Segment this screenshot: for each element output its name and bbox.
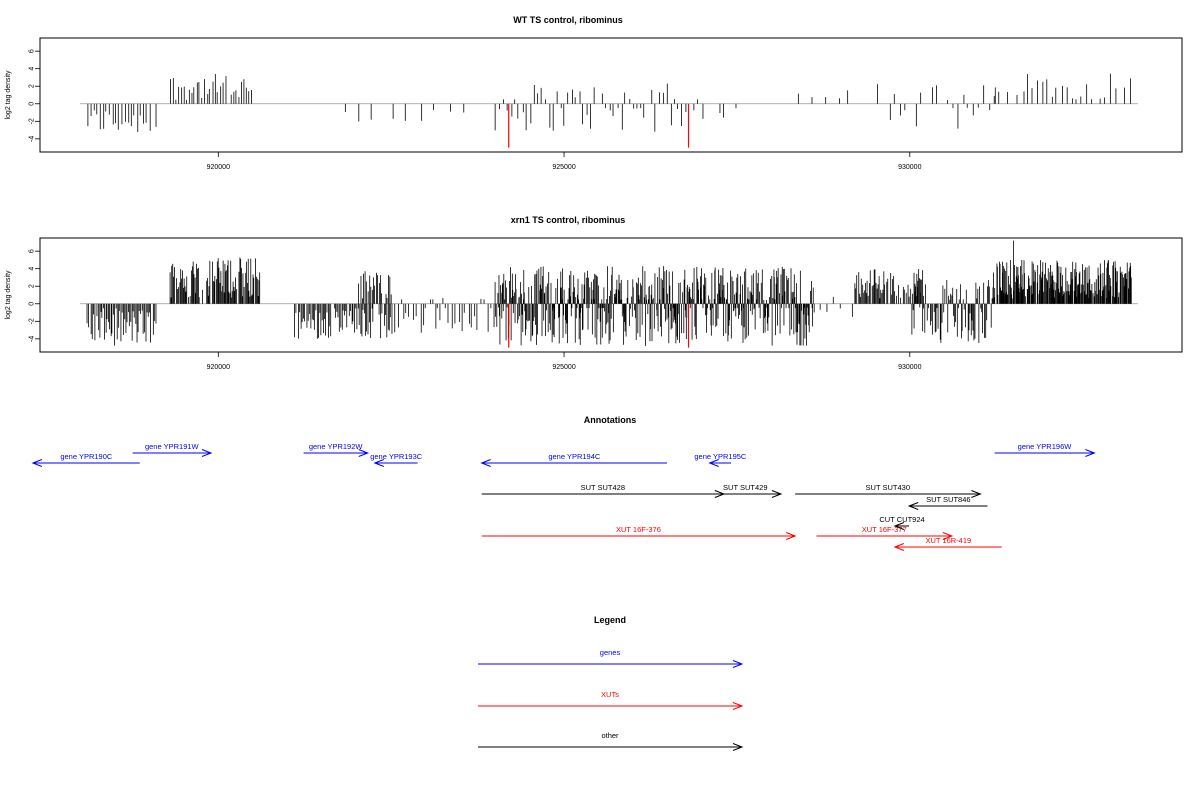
- wt-density-panel: WT TS control, ribominus -4 -2 0 2 4 6 920000…: [5, 15, 1183, 171]
- legend-label: XUTs: [601, 690, 619, 699]
- xrn1-y-tick-label: 2: [29, 284, 36, 288]
- annotation-label: gene YPR193C: [370, 452, 423, 461]
- annotation-arrow-arrowhead: [708, 459, 719, 467]
- annotation-arrow-arrowhead: [893, 543, 905, 551]
- wt-plot-frame: [39, 37, 1183, 153]
- annotation-gene-ypr191w: gene YPR191W: [132, 442, 213, 457]
- annotation-label: XUT 16F-377: [862, 525, 907, 534]
- annotation-arrow-arrowhead: [893, 522, 905, 530]
- wt-x-tick-label: 930000: [898, 164, 921, 171]
- xrn1-y-tick-label: -2: [29, 318, 36, 324]
- annotation-label: XUT 16F-376: [616, 525, 661, 534]
- annotation-label: XUT 16R-419: [925, 536, 971, 545]
- annotation-label: SUT SUT846: [926, 495, 970, 504]
- annotation-arrow-arrowhead: [31, 459, 43, 467]
- xrn1-y-tick-label: 4: [29, 267, 36, 271]
- annotation-arrow-arrowhead: [201, 449, 213, 457]
- annotation-label: SUT SUT429: [723, 483, 767, 492]
- annotation-label: gene YPR195C: [694, 452, 747, 461]
- xrn1-x-tick-label: 925000: [552, 364, 575, 371]
- legend-entry-genes: genes: [478, 648, 744, 668]
- annotation-sut-sut429: SUT SUT429: [709, 483, 783, 498]
- annotation-features: gene YPR190C gene YPR191W gene YPR192W gene…: [31, 442, 1096, 551]
- annotation-label: gene YPR194C: [548, 452, 601, 461]
- annotation-arrow-arrowhead: [785, 532, 797, 540]
- xrn1-y-axis: -4 -2 0 2 4 6: [29, 249, 41, 342]
- wt-x-tick-label: 925000: [552, 164, 575, 171]
- wt-bars: [80, 73, 1138, 148]
- legend-arrow-arrowhead: [732, 743, 744, 751]
- annotation-gene-ypr192w: gene YPR192W: [303, 442, 370, 457]
- wt-x-axis: 920000 925000 930000: [207, 151, 922, 171]
- annotation-sut-sut430: SUT SUT430: [795, 483, 982, 498]
- wt-y-axis-label: log2 tag density: [5, 70, 12, 120]
- annotation-arrow-arrowhead: [907, 502, 919, 510]
- xrn1-x-tick-label: 930000: [898, 364, 921, 371]
- wt-y-axis: -4 -2 0 2 4 6: [29, 49, 41, 142]
- legend-title: Legend: [594, 615, 626, 625]
- annotation-arrow-arrowhead: [358, 449, 370, 457]
- annotation-gene-ypr194c: gene YPR194C: [480, 452, 667, 467]
- legend-entry-other: other: [478, 731, 744, 751]
- annotation-label: gene YPR192W: [309, 442, 364, 451]
- annotation-arrow-arrowhead: [480, 459, 491, 467]
- legend: Legend genes XUTs other: [478, 615, 744, 751]
- xrn1-x-axis: 920000 925000 930000: [207, 351, 922, 371]
- wt-y-tick-label: -4: [29, 136, 36, 142]
- xrn1-bars: [80, 240, 1138, 348]
- annotation-arrow-arrowhead: [942, 532, 954, 540]
- wt-panel-title: WT TS control, ribominus: [513, 15, 623, 25]
- xrn1-y-tick-label: 0: [29, 302, 36, 306]
- annotation-label: SUT SUT428: [581, 483, 625, 492]
- wt-y-tick-label: 4: [29, 67, 36, 71]
- annotation-label: CUT CUT924: [879, 515, 924, 524]
- annotation-arrow-arrowhead: [771, 490, 783, 498]
- xrn1-y-tick-label: -4: [29, 336, 36, 342]
- xrn1-density-panel: xrn1 TS control, ribominus -4 -2 0 2 4 6 9200…: [5, 215, 1183, 371]
- wt-y-tick-label: -2: [29, 118, 36, 124]
- annotation-xut-16f-376: XUT 16F-376: [481, 525, 797, 540]
- annotation-sut-sut846: SUT SUT846: [907, 495, 988, 510]
- annotation-gene-ypr190c: gene YPR190C: [31, 452, 140, 467]
- xrn1-x-tick-label: 920000: [207, 364, 230, 371]
- legend-entries: genes XUTs other: [478, 648, 744, 751]
- xrn1-y-axis-label: log2 tag density: [5, 270, 12, 320]
- legend-label: other: [601, 731, 619, 740]
- legend-entry-xuts: XUTs: [478, 690, 744, 710]
- annotation-gene-ypr196w: gene YPR196W: [994, 442, 1096, 457]
- annotation-gene-ypr193c: gene YPR193C: [370, 452, 423, 467]
- annotation-label: SUT SUT430: [866, 483, 910, 492]
- annotation-xut-16f-377: XUT 16F-377: [816, 525, 954, 540]
- annotation-arrow-arrowhead: [1085, 449, 1096, 457]
- wt-y-tick-label: 6: [29, 49, 36, 53]
- annotation-label: gene YPR190C: [60, 452, 113, 461]
- xrn1-y-tick-label: 6: [29, 249, 36, 253]
- annotation-label: gene YPR191W: [145, 442, 200, 451]
- annotation-sut-sut428: SUT SUT428: [481, 483, 726, 498]
- wt-y-tick-label: 0: [29, 102, 36, 106]
- xrn1-panel-title: xrn1 TS control, ribominus: [511, 215, 626, 225]
- wt-y-tick-label: 2: [29, 84, 36, 88]
- annotation-arrow-arrowhead: [373, 459, 385, 467]
- legend-arrow-arrowhead: [732, 702, 744, 710]
- legend-arrow-arrowhead: [732, 660, 744, 668]
- annotation-xut-16r-419: XUT 16R-419: [893, 536, 1002, 551]
- legend-label: genes: [600, 648, 621, 657]
- annotation-label: gene YPR196W: [1018, 442, 1073, 451]
- annotations-title: Annotations: [584, 415, 637, 425]
- annotation-arrow-arrowhead: [971, 490, 982, 498]
- annotation-cut-cut924: CUT CUT924: [879, 515, 925, 530]
- annotation-gene-ypr195c: gene YPR195C: [694, 452, 747, 467]
- wt-x-tick-label: 920000: [207, 164, 230, 171]
